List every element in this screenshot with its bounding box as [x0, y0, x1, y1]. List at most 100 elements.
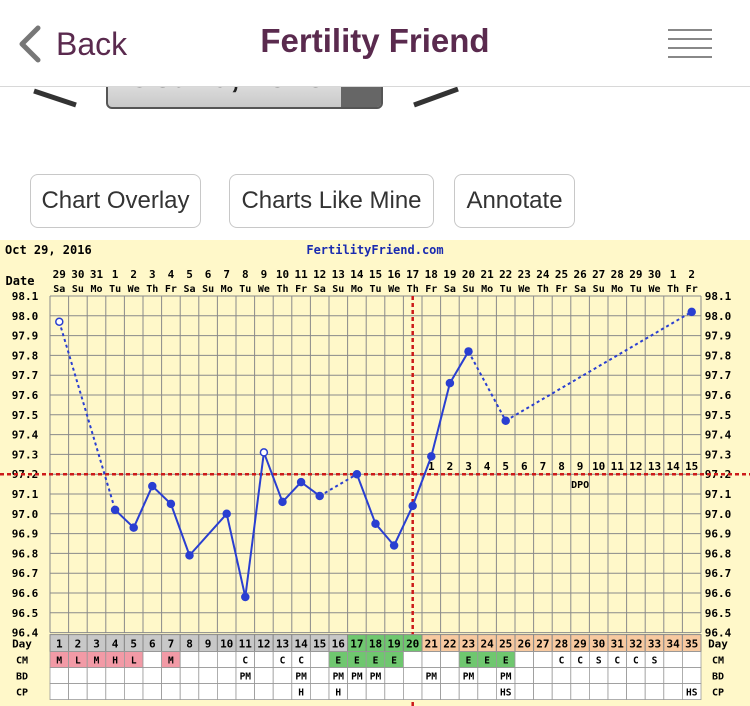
data-cell — [514, 683, 535, 701]
date-label: 10 — [276, 268, 289, 281]
weekday-label: We — [128, 284, 140, 295]
temp-line-segment — [319, 473, 358, 497]
data-cell — [440, 651, 460, 669]
dpo-label: DPO — [571, 480, 589, 491]
temp-line-segment — [281, 481, 302, 503]
date-label: 8 — [242, 268, 249, 281]
y-tick-right: 97.6 — [705, 389, 732, 402]
cell-value: PM — [370, 672, 382, 683]
weekday-label: Fr — [165, 284, 177, 295]
cell-value: HS — [500, 688, 512, 699]
cell-value: E — [466, 656, 472, 667]
weekday-label: Su — [462, 284, 474, 295]
prev-date-arrow-icon[interactable] — [30, 87, 90, 117]
date-label: 2 — [130, 268, 137, 281]
date-label: 29 — [629, 268, 642, 281]
data-cell — [179, 667, 200, 685]
day-row-label: Day — [12, 638, 32, 651]
dpo-number: 12 — [629, 460, 642, 473]
data-cell — [663, 651, 683, 669]
temp-point — [55, 317, 64, 326]
data-cell — [402, 683, 423, 701]
cell-value: PM — [333, 672, 345, 683]
back-button[interactable]: Back — [14, 22, 127, 66]
weekday-label: Su — [332, 284, 344, 295]
hamburger-menu-icon[interactable] — [668, 28, 712, 58]
temp-line-segment — [169, 503, 191, 556]
data-cell — [514, 651, 535, 669]
data-cell — [124, 667, 144, 685]
weekday-label: Tu — [109, 284, 121, 295]
data-cell — [458, 683, 479, 701]
cell-value: HS — [686, 688, 698, 699]
cell-value: E — [484, 656, 490, 667]
y-tick-right: 96.9 — [705, 528, 732, 541]
date-label: 11 — [294, 268, 308, 281]
data-cell — [161, 667, 181, 685]
cell-value: PM — [463, 672, 475, 683]
date-label: 1 — [670, 268, 677, 281]
chart-overlay-button[interactable]: Chart Overlay — [30, 174, 201, 228]
date-label: 12 — [313, 268, 326, 281]
y-tick-right: 96.7 — [705, 567, 732, 580]
weekday-label: Th — [146, 284, 158, 295]
charts-like-mine-button[interactable]: Charts Like Mine — [229, 174, 434, 228]
weekday-label: Fr — [425, 284, 437, 295]
data-cell — [254, 667, 274, 685]
weekday-label: Tu — [369, 284, 381, 295]
data-cell — [198, 651, 218, 669]
temp-point — [110, 505, 120, 515]
data-cell — [254, 651, 274, 669]
data-cell — [682, 651, 702, 669]
data-cell — [347, 683, 367, 701]
day-number: 27 — [536, 638, 549, 651]
day-number: 29 — [573, 638, 586, 651]
cell-value: C — [242, 656, 248, 667]
date-picker[interactable]: Oct 29, 2016 — [106, 87, 383, 109]
cell-value: S — [652, 656, 658, 667]
temp-line-segment — [132, 485, 154, 529]
weekday-label: Su — [593, 284, 605, 295]
temp-point — [241, 592, 250, 602]
cell-value: C — [280, 656, 286, 667]
weekday-label: Sa — [53, 284, 65, 295]
data-cell — [477, 667, 497, 685]
data-cell — [254, 683, 274, 701]
temp-point — [371, 519, 380, 528]
date-picker-value: Oct 29, 2016 — [108, 87, 343, 96]
y-tick-left: 98.0 — [12, 310, 39, 323]
y-tick-left: 96.6 — [12, 587, 39, 600]
dpo-number: 11 — [611, 460, 625, 473]
next-date-arrow-icon[interactable] — [408, 87, 468, 117]
date-label: 3 — [149, 268, 156, 281]
temp-point — [129, 523, 138, 532]
data-cell — [682, 667, 702, 685]
y-tick-right: 96.4 — [705, 627, 732, 640]
temp-point — [166, 499, 176, 509]
temp-point — [185, 551, 194, 560]
data-cell — [421, 651, 442, 669]
date-label: 19 — [443, 268, 456, 281]
chart-title: FertilityFriend.com — [306, 243, 443, 257]
weekday-label: Sa — [444, 284, 456, 295]
weekday-label: Th — [667, 284, 679, 295]
dpo-number: 9 — [577, 460, 584, 473]
data-cell — [626, 683, 646, 701]
y-tick-left: 97.3 — [12, 448, 39, 461]
data-cell — [551, 667, 572, 685]
date-label: 15 — [369, 268, 382, 281]
cell-value: C — [614, 656, 620, 667]
day-number: 5 — [130, 638, 137, 651]
annotate-button[interactable]: Annotate — [454, 174, 575, 228]
date-label: 13 — [332, 268, 345, 281]
day-number: 14 — [294, 638, 308, 651]
data-cell — [309, 651, 330, 669]
data-cell — [272, 683, 293, 701]
y-tick-left: 96.7 — [12, 567, 39, 580]
temp-point — [427, 452, 436, 461]
day-number: 24 — [480, 638, 494, 651]
day-number: 31 — [611, 638, 625, 651]
data-cell — [384, 667, 404, 685]
cell-value: E — [373, 656, 379, 667]
